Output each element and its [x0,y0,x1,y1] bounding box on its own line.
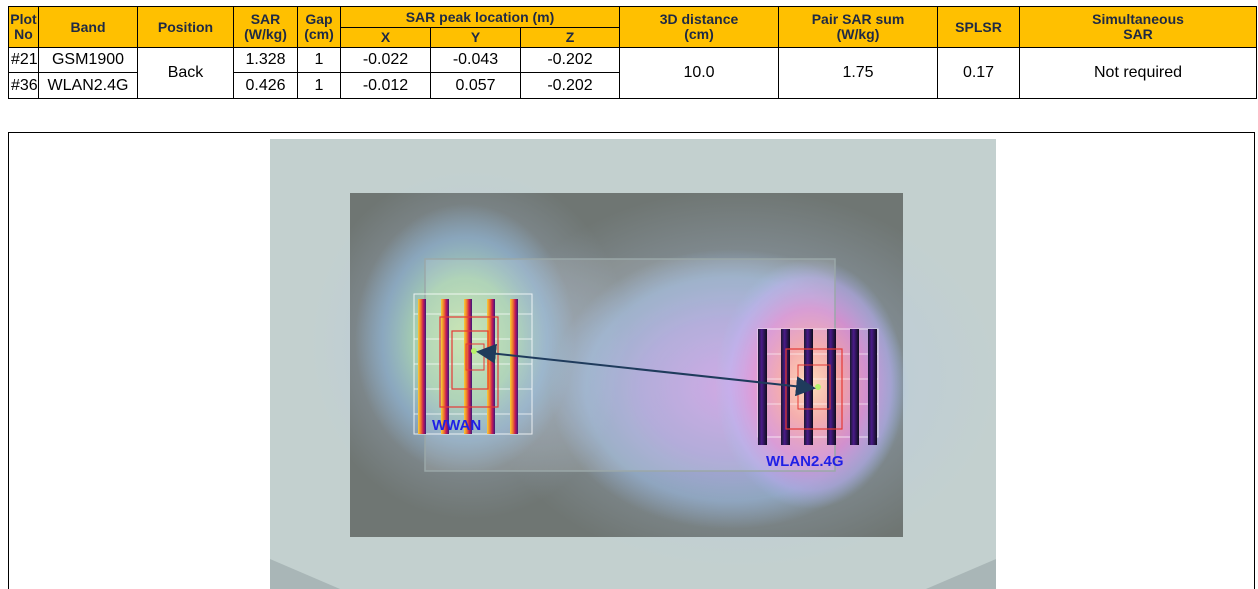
cell-x: -0.022 [340,47,431,73]
cell-band: GSM1900 [38,47,138,73]
plot-frame [8,132,1255,589]
cell-sar: 1.328 [233,47,298,73]
label-wlan: WLAN2.4G [766,453,844,470]
cell-3d-distance: 10.0 [619,47,780,99]
header-splsr: SPLSR [937,6,1021,48]
header-sar: SAR (W/kg) [233,6,298,48]
cell-x: -0.012 [340,72,431,99]
cell-band: WLAN2.4G [38,72,138,99]
cell-y: -0.043 [430,47,521,73]
header-peak-location: SAR peak location (m) [339,6,621,28]
cell-gap: 1 [297,47,341,73]
header-position: Position [137,6,234,48]
cell-sar: 0.426 [233,72,298,99]
cell-y: 0.057 [430,72,521,99]
cell-simultaneous-sar: Not required [1019,47,1258,99]
distance-arrow [476,343,816,397]
cell-splsr: 0.17 [937,47,1021,99]
cell-gap: 1 [297,72,341,99]
table-row: #21 GSM1900 Back 1.328 1 -0.022 -0.043 -… [8,47,1258,99]
cell-position: Back [137,47,234,99]
header-pair-sar-sum: Pair SAR sum (W/kg) [778,6,939,48]
cell-plot-no: #21 [8,47,39,73]
header-gap: Gap (cm) [297,6,341,48]
header-y: Y [430,27,521,48]
cell-z: -0.202 [519,47,621,73]
sar-table: Plot No Band Position SAR (W/kg) Gap (cm) S… [8,6,1258,99]
cell-pair-sar-sum: 1.75 [778,47,939,99]
sar-distribution-plot: WWAN WLAN2.4G [270,139,996,589]
device-outline [424,258,836,472]
table-row: #36 WLAN2.4G 0.426 1 -0.012 0.057 -0.202 [8,72,1257,99]
cell-z: -0.202 [519,72,621,99]
header-z: Z [519,27,621,48]
header-simultaneous-sar: Simultaneous SAR [1019,6,1258,48]
header-plot-no: Plot No [8,6,39,48]
header-3d-distance: 3D distance (cm) [619,6,780,48]
header-band: Band [38,6,138,48]
cell-plot-no: #36 [8,72,39,99]
label-wwan: WWAN [432,417,481,434]
header-x: X [340,27,431,48]
